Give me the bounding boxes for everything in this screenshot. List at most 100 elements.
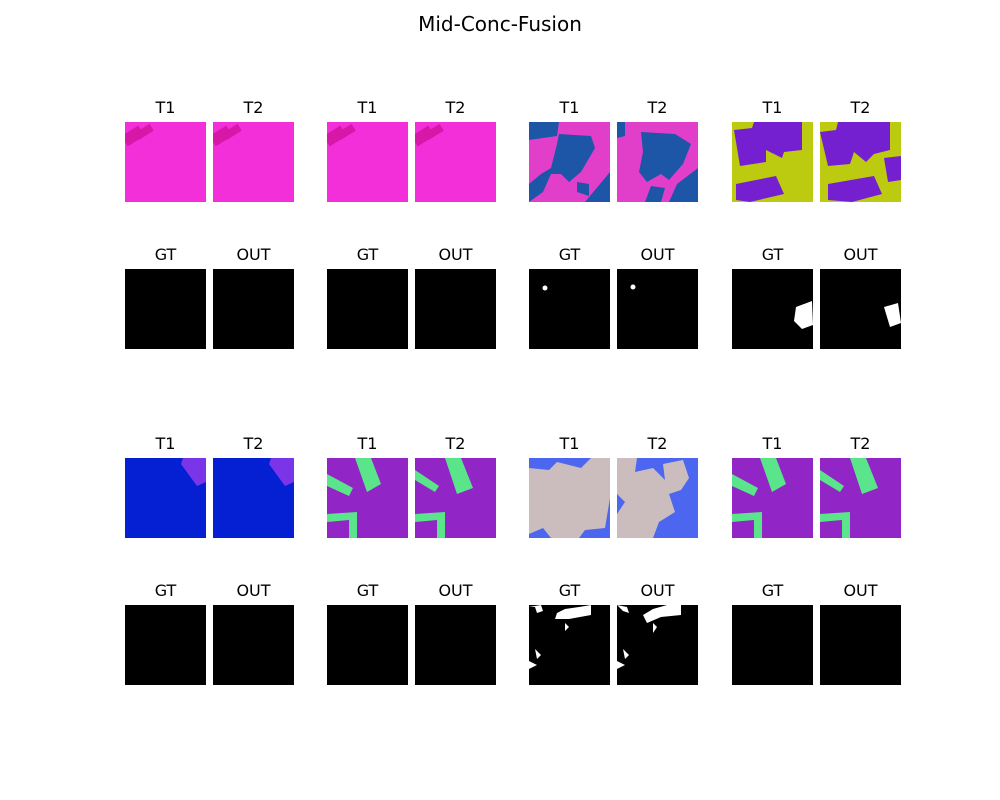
object-shape [669,168,698,202]
image-background [529,269,610,349]
object-shape [585,172,610,202]
t2-label: T2 [243,98,264,117]
out-label: OUT [236,581,271,600]
t1-label: T1 [559,434,580,453]
gt-image [529,269,610,349]
gt-label: GT [356,581,379,600]
object-shape [327,512,357,538]
out-image [820,269,901,349]
t2-image [617,458,698,538]
t2-label: T2 [850,434,871,453]
gt-label: GT [761,245,784,264]
gt-label: GT [356,245,379,264]
t2-image [415,122,496,202]
object-shape [445,458,473,494]
t1-image [327,122,408,202]
change-region [535,649,541,659]
out-label: OUT [640,581,675,600]
object-shape [820,122,890,166]
t2-label: T2 [445,98,466,117]
image-background [415,269,496,349]
gt-label: GT [154,245,177,264]
object-shape [269,458,294,486]
t2-label: T2 [647,434,668,453]
t2-image [820,122,901,202]
change-region [542,285,548,291]
t1-label: T1 [155,98,176,117]
object-shape [760,458,786,492]
object-shape [336,123,356,141]
object-shape [529,122,559,140]
object-shape [415,512,445,538]
change-region [794,301,813,329]
object-shape [415,470,439,492]
t1-label: T1 [155,434,176,453]
figure-title: Mid-Conc-Fusion [418,12,582,36]
gt-label: GT [761,581,784,600]
change-region [529,661,537,669]
object-shape [850,458,878,494]
t1-image [529,458,610,538]
t2-image [820,458,901,538]
image-background [415,605,496,685]
t2-label: T2 [243,434,264,453]
out-image [415,605,496,685]
object-shape [577,182,589,196]
gt-image [125,605,206,685]
object-shape [884,156,901,182]
t1-image [327,458,408,538]
out-label: OUT [843,245,878,264]
gt-image [732,269,813,349]
image-background [617,269,698,349]
object-shape [617,458,689,538]
object-shape [639,132,691,182]
object-shape [529,458,610,538]
out-image [213,269,294,349]
change-region [617,605,629,613]
gt-image [732,605,813,685]
object-shape [355,458,381,492]
change-region [617,661,625,669]
change-region [653,623,657,633]
change-region [555,605,591,619]
t1-image [125,122,206,202]
t2-label: T2 [647,98,668,117]
t2-image [415,458,496,538]
change-region [565,623,569,631]
out-label: OUT [640,245,675,264]
change-region [623,649,629,659]
object-shape [645,186,665,202]
out-label: OUT [438,581,473,600]
t2-image [213,122,294,202]
change-region [884,303,901,327]
image-background [327,605,408,685]
object-shape [820,470,844,492]
change-region [630,284,636,290]
t1-image [125,458,206,538]
t1-label: T1 [357,98,378,117]
t2-label: T2 [850,98,871,117]
t1-image [732,122,813,202]
object-shape [617,122,625,138]
t1-label: T1 [762,98,783,117]
out-image [617,605,698,685]
change-region [529,605,543,613]
change-region [643,605,681,623]
image-background [125,269,206,349]
object-shape [222,123,242,141]
gt-image [327,269,408,349]
object-shape [820,512,850,538]
object-shape [181,458,206,486]
object-shape [529,510,551,530]
t2-image [213,458,294,538]
t1-label: T1 [559,98,580,117]
object-shape [732,512,762,538]
image-background [213,269,294,349]
object-shape [424,123,444,141]
out-image [415,269,496,349]
image-background [820,605,901,685]
t2-label: T2 [445,434,466,453]
t1-label: T1 [357,434,378,453]
object-shape [734,122,802,166]
gt-label: GT [154,581,177,600]
